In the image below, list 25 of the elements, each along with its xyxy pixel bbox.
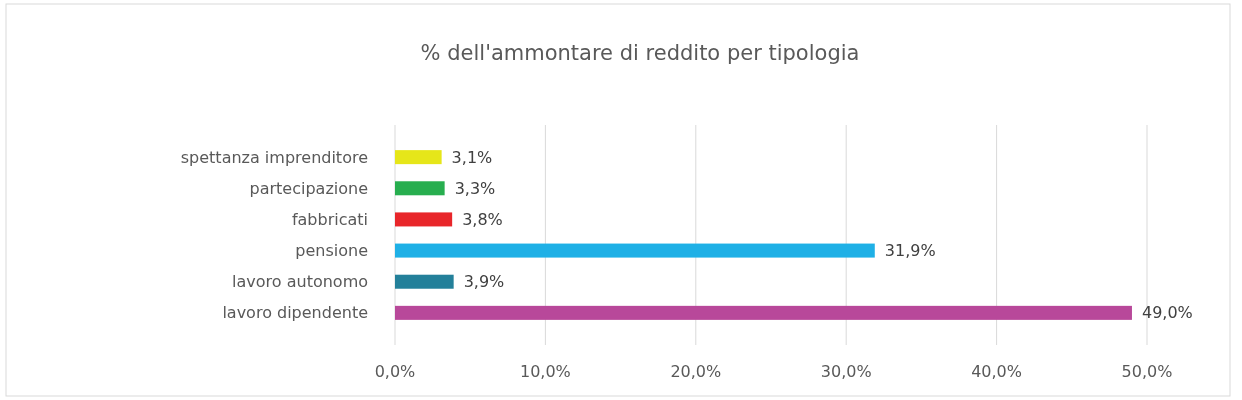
x-tick-label: 20,0% <box>670 362 722 381</box>
bar <box>395 181 445 196</box>
data-label: 3,3% <box>454 178 496 198</box>
y-tick-label: pensione <box>295 241 368 261</box>
y-tick-label: partecipazione <box>249 178 368 198</box>
x-tick-label: 0,0% <box>374 362 416 381</box>
bar <box>395 305 1132 320</box>
data-label: 3,1% <box>451 147 493 167</box>
y-tick-label: lavoro autonomo <box>232 272 368 292</box>
bar <box>395 150 442 165</box>
y-tick-label: lavoro dipendente <box>222 303 368 323</box>
x-tick-label: 50,0% <box>1121 362 1173 381</box>
x-tick-label: 40,0% <box>971 362 1023 381</box>
bar <box>395 212 453 227</box>
data-label: 31,9% <box>884 241 936 261</box>
data-label: 3,8% <box>462 210 503 230</box>
data-label: 49,0% <box>1141 303 1193 323</box>
x-tick-label: 10,0% <box>519 362 571 381</box>
chart-title: % dell'ammontare di reddito per tipologia <box>420 41 860 65</box>
data-label: 3,9% <box>463 272 505 292</box>
bar <box>395 274 454 289</box>
x-tick-label: 30,0% <box>820 362 872 381</box>
y-tick-label: spettanza imprenditore <box>180 147 368 167</box>
y-tick-label: fabbricati <box>291 210 368 230</box>
bar <box>395 243 875 258</box>
